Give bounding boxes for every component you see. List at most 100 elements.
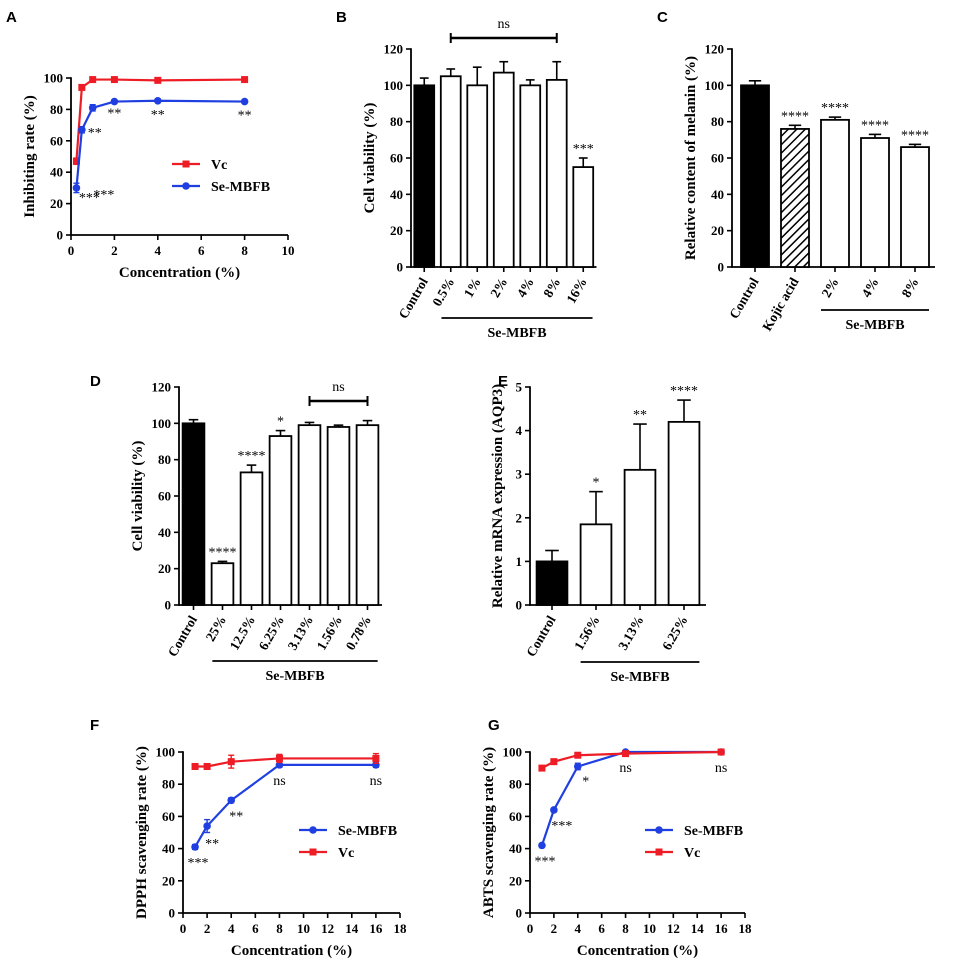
panel-g-point	[550, 758, 558, 766]
panel-b-y-tick-label: 20	[390, 223, 403, 238]
panel-b-bar	[466, 84, 489, 268]
panel-a-label: A	[6, 9, 17, 26]
panel-d-bar	[210, 562, 235, 606]
panel-e-y-tick-label: 4	[516, 423, 523, 438]
panel-a-point	[88, 104, 97, 112]
panel-g-y-axis-title: ABTS scavenging rate (%)	[481, 747, 497, 918]
panel-d-y-tick-label: 0	[165, 598, 172, 613]
panel-d-category-label: 1.56%	[314, 613, 346, 653]
panel-g-significance-label: ***	[551, 819, 572, 834]
panel-g-label: G	[488, 717, 500, 734]
panel-d-group-label: Se-MBFB	[265, 669, 324, 684]
panel-a-point	[240, 97, 249, 106]
panel-a-x-tick-label: 6	[198, 243, 205, 258]
panel-f-y-tick-label: 20	[162, 873, 175, 888]
panel-a-legend-label: Se-MBFB	[211, 180, 270, 195]
panel-c-y-tick-label: 0	[718, 260, 725, 275]
panel-g-x-tick-label: 18	[739, 921, 753, 936]
panel-a-significance-label: **	[88, 126, 102, 141]
panel-a-significance-label: ***	[79, 191, 100, 206]
panel-f-point	[372, 754, 380, 762]
panel-g-legend-label: Vc	[684, 846, 700, 861]
panel-g-y-tick-label: 60	[509, 809, 522, 824]
panel-f-legend-label: Vc	[338, 846, 354, 861]
panel-e: E 0 1 2 3 4 5 Relative mRNA expression (AQP3) C…	[490, 373, 706, 685]
panel-d-significance-label: *	[277, 415, 284, 430]
panel-f-point	[203, 822, 211, 830]
panel-b-category-label: 2%	[487, 275, 510, 300]
panel-a-y-tick-label: 20	[50, 196, 63, 211]
panel-g-x-tick-label: 14	[691, 921, 705, 936]
panel-e-y-tick-label: 0	[516, 598, 523, 613]
panel-b-category-label: 4%	[514, 275, 537, 300]
panel-c-significance-label: ****	[861, 118, 889, 133]
panel-d-category-label: 3.13%	[285, 613, 317, 653]
panel-b-category-label: 0.5%	[429, 275, 457, 309]
panel-e-significance-label: *	[593, 476, 600, 491]
panel-f-x-tick-label: 0	[180, 921, 187, 936]
panel-e-category-label: 3.13%	[615, 613, 647, 653]
panel-f: F 0 2 4 6 8 10 12 14 16 18 Concentration (%) 0 20 40 6…	[90, 717, 407, 959]
panel-a-x-tick-label: 2	[111, 243, 118, 258]
panel-f-significance-label: **	[205, 837, 219, 852]
panel-g-significance-label: *	[582, 774, 589, 789]
panel-g-point	[538, 764, 546, 772]
panel-e-category-label: 1.56%	[571, 613, 603, 653]
panel-f-x-tick-label: 4	[228, 921, 235, 936]
panel-a-point	[89, 76, 97, 84]
panel-d: D 0 20 40 60 80 100 120 Cell viability (%) Contr…	[90, 373, 382, 684]
panel-a-x-tick-label: 0	[68, 243, 75, 258]
panel-c-category-label: 8%	[898, 275, 921, 300]
panel-a-point	[154, 96, 162, 105]
panel-d-bar	[355, 424, 380, 606]
panel-c-group-label: Se-MBFB	[845, 318, 904, 333]
panel-b-plot: 0 20 40 60 80 100 120 Cell viability (%) Control…	[362, 17, 597, 341]
panel-b-group-label: Se-MBFB	[487, 326, 546, 341]
panel-a-y-tick-label: 0	[57, 228, 64, 243]
panel-c-significance-label: ****	[781, 109, 809, 124]
panel-f-y-tick-label: 80	[162, 777, 175, 792]
panel-f-point	[227, 758, 235, 766]
panel-f-x-tick-label: 10	[297, 921, 310, 936]
panel-a-x-tick-label: 4	[155, 243, 162, 258]
panel-f-legend-marker	[309, 826, 317, 834]
panel-g-significance-label: ***	[534, 854, 555, 869]
panel-f-plot: 0 2 4 6 8 10 12 14 16 18 Concentration (%) 0 20 40 60 8…	[134, 745, 407, 960]
panel-e-y-tick-label: 1	[516, 554, 523, 569]
panel-c-label: C	[657, 9, 668, 26]
panel-g-legend-label: Se-MBFB	[684, 824, 743, 839]
panel-e-category-label: 6.25%	[659, 613, 691, 653]
panel-f-point	[227, 796, 236, 805]
panel-g-legend-marker	[655, 848, 663, 856]
panel-a-significance-label: **	[151, 108, 165, 123]
panel-d-y-tick-label: 120	[152, 380, 172, 395]
panel-e-bar	[623, 468, 657, 606]
panel-a-point	[72, 157, 80, 165]
panel-b-bar	[492, 71, 515, 268]
panel-c: C 0 20 40 60 80 100 120 Relative content of mel…	[657, 9, 935, 333]
panel-c-y-tick-label: 100	[705, 78, 725, 93]
panel-a-y-tick-label: 60	[50, 133, 63, 148]
panel-c-category-label: 4%	[858, 275, 881, 300]
panel-a-point	[241, 76, 249, 84]
panel-e-plot: 0 1 2 3 4 5 Relative mRNA expression (AQP3) Con…	[490, 380, 706, 685]
panel-a-point	[72, 184, 81, 192]
panel-d-significance-label: ****	[209, 545, 237, 560]
panel-d-label: D	[90, 373, 101, 390]
panel-f-legend-marker	[309, 848, 317, 856]
panel-g-x-tick-label: 4	[575, 921, 582, 936]
panel-f-y-tick-label: 0	[169, 906, 176, 921]
panel-e-y-tick-label: 3	[516, 467, 523, 482]
panel-d-y-tick-label: 40	[158, 525, 171, 540]
panel-g-point	[622, 750, 630, 758]
panel-a-legend-marker	[182, 182, 190, 190]
panel-a-point	[154, 76, 162, 84]
panel-f-y-tick-label: 100	[156, 745, 176, 760]
panel-g-y-tick-label: 80	[509, 777, 522, 792]
panel-g-y-tick-label: 20	[509, 873, 522, 888]
panel-f-y-tick-label: 40	[162, 841, 175, 856]
panel-d-category-label: 12.5%	[227, 613, 259, 653]
panel-d-category-label: 0.78%	[343, 613, 375, 653]
panel-f-x-tick-label: 12	[321, 921, 334, 936]
